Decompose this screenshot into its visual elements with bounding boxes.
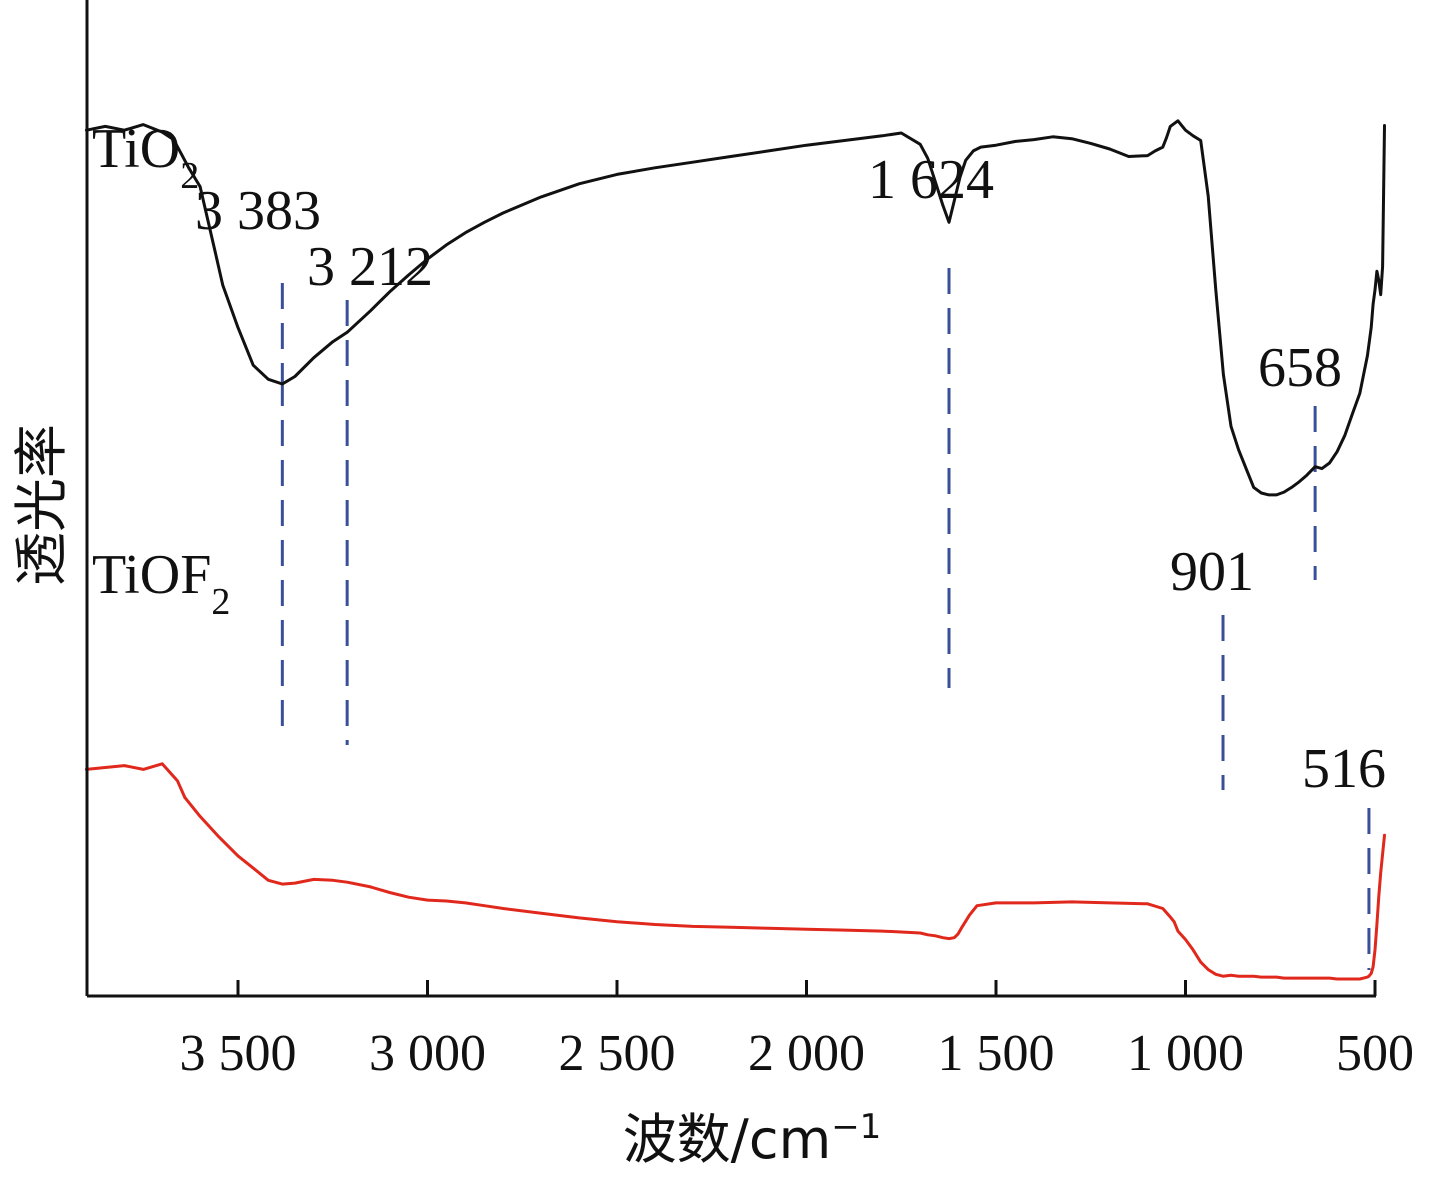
peak-label-658: 658 (1258, 337, 1342, 399)
series-label-tiof2-sub: 2 (211, 581, 230, 623)
series-line-tio2 (84, 119, 1386, 497)
x-tick-label-3500: 3 500 (180, 1025, 297, 1082)
x-axis-tick-labels: 3 500 3 000 2 500 2 000 1 500 1 000 500 (180, 1025, 1415, 1082)
series-label-tio2-sub: 2 (180, 155, 199, 197)
peak-label-1624: 1 624 (868, 149, 994, 211)
x-axis-title-superscript: −1 (831, 1107, 881, 1147)
x-axis-ticks (236, 980, 1377, 996)
peak-label-3383: 3 383 (195, 180, 321, 242)
x-tick-label-2500: 2 500 (559, 1025, 676, 1082)
peak-label-516: 516 (1302, 738, 1386, 800)
peak-label-901: 901 (1170, 541, 1254, 603)
series-label-tiof2: TiOF2 (92, 544, 230, 623)
x-axis-title: 波数/cm−1 (623, 1107, 882, 1171)
x-tick-label-500: 500 (1336, 1025, 1414, 1082)
x-tick-label-2000: 2 000 (748, 1025, 865, 1082)
x-tick-label-1000: 1 000 (1127, 1025, 1244, 1082)
series-label-tio2: TiO2 (92, 118, 199, 197)
peak-label-3212: 3 212 (307, 236, 433, 298)
x-tick-label-3000: 3 000 (369, 1025, 486, 1082)
x-tick-label-1500: 1 500 (938, 1025, 1055, 1082)
series-line-tiof2 (84, 762, 1386, 981)
y-axis-title: 透光率 (10, 424, 73, 586)
peak-guide-lines (280, 268, 1371, 970)
